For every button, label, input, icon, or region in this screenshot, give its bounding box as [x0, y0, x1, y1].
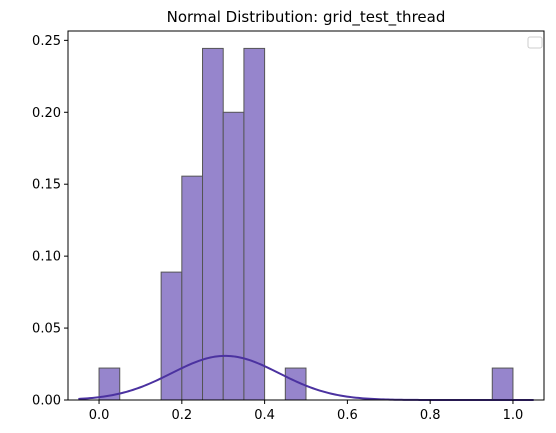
plot-frame — [68, 31, 544, 400]
histogram-bar — [492, 368, 513, 400]
x-tick-label: 0.6 — [337, 408, 358, 423]
histogram-bar — [244, 48, 265, 400]
axes: 0.0 0.2 0.4 0.6 0.8 1.0 0.00 0.05 0.10 0.15 0.20 0.… — [32, 31, 544, 423]
y-tick-label: 0.25 — [32, 34, 61, 49]
histogram-bars — [99, 48, 513, 400]
y-tick-label: 0.10 — [32, 250, 61, 265]
x-tick-label: 1.0 — [503, 408, 524, 423]
y-tick-label: 0.05 — [32, 322, 61, 337]
x-tick-label: 0.0 — [89, 408, 110, 423]
y-tick-label: 0.15 — [32, 178, 61, 193]
histogram-bar — [161, 272, 182, 400]
chart-title: Normal Distribution: grid_test_thread — [167, 8, 446, 27]
x-tick-label: 0.8 — [420, 408, 441, 423]
y-tick-label: 0.00 — [32, 394, 61, 409]
legend-box — [528, 37, 542, 48]
x-tick-label: 0.4 — [254, 408, 275, 423]
y-tick-label: 0.20 — [32, 106, 61, 121]
histogram-bar — [203, 48, 224, 400]
x-tick-label: 0.2 — [171, 408, 192, 423]
